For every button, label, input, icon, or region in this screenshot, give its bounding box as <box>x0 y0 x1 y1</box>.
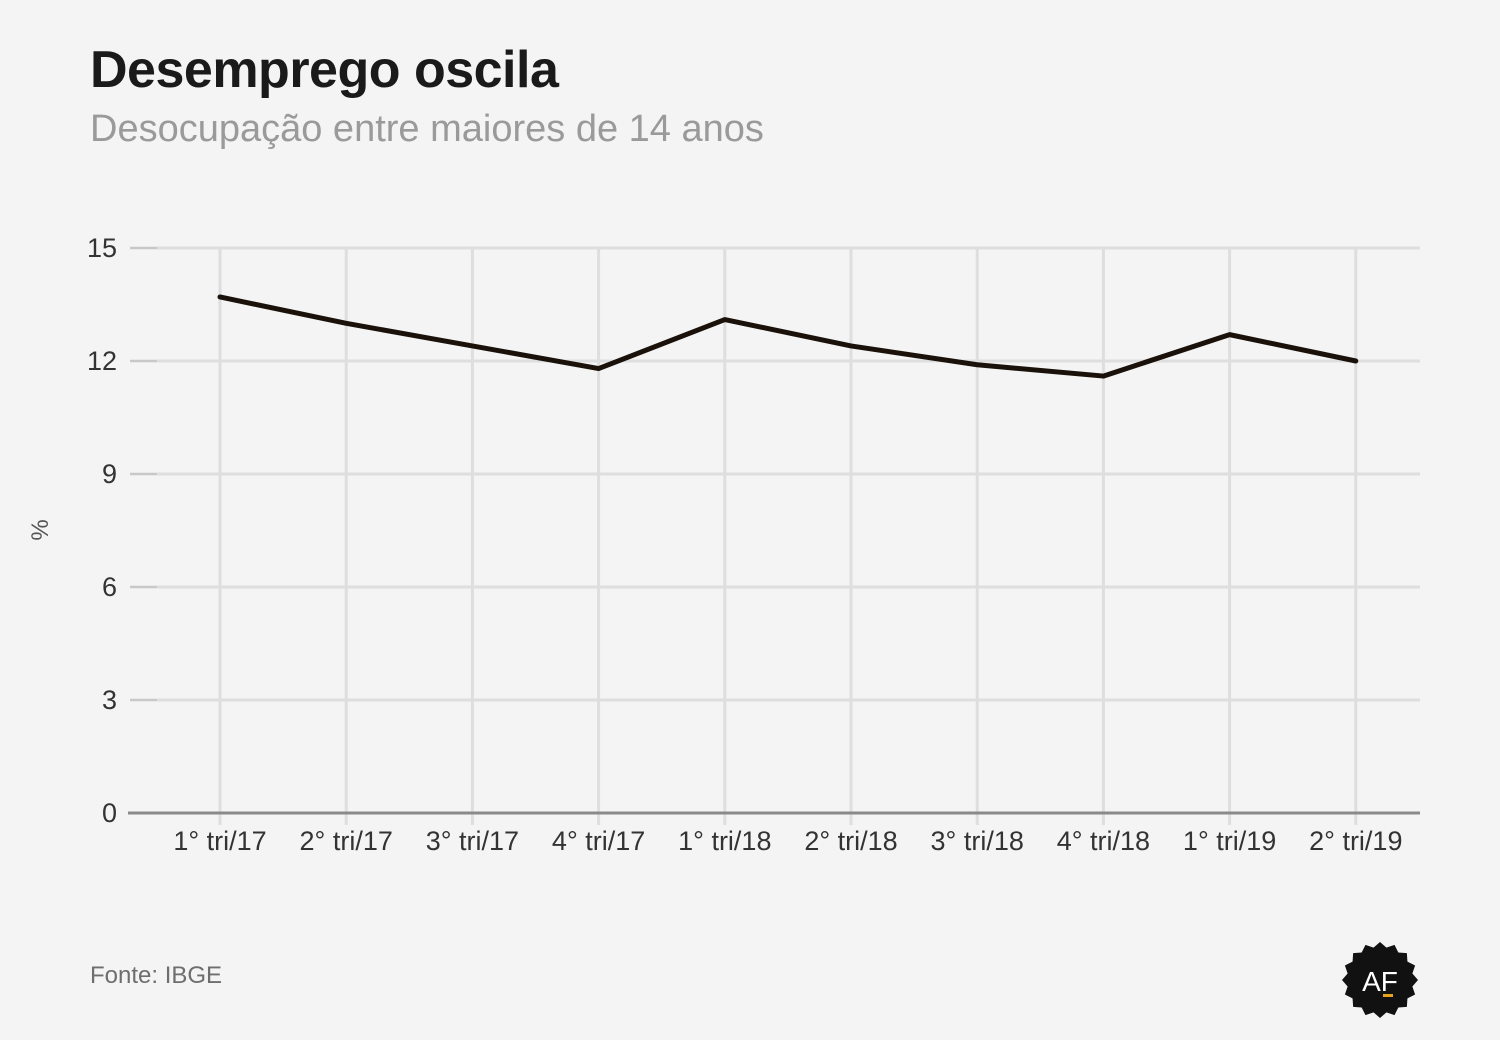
x-tick-label: 2° tri/18 <box>804 826 897 856</box>
axes: 0 3 6 9 12 15 1° tri/17 2° tri/17 3° tri/17 4° tr… <box>87 233 1420 856</box>
x-tick-label: 1° tri/19 <box>1183 826 1276 856</box>
y-tick-label: 12 <box>87 346 117 376</box>
logo-text: AF <box>1362 966 1398 997</box>
x-tick-label: 1° tri/17 <box>173 826 266 856</box>
series-line <box>217 294 1359 379</box>
x-tick-label: 3° tri/18 <box>931 826 1024 856</box>
y-tick-label: 3 <box>102 685 117 715</box>
y-axis-label: % <box>27 519 54 540</box>
x-tick-label: 2° tri/19 <box>1309 826 1402 856</box>
chart-subtitle: Desocupação entre maiores de 14 anos <box>90 108 764 150</box>
y-tick-label: 0 <box>102 798 117 828</box>
chart-title: Desemprego oscila <box>90 41 559 99</box>
y-tick-label: 15 <box>87 233 117 263</box>
x-tick-label: 2° tri/17 <box>300 826 393 856</box>
x-tick-label: 1° tri/18 <box>678 826 771 856</box>
source-note: Fonte: IBGE <box>90 962 223 989</box>
af-badge-icon: AF <box>1340 940 1420 1025</box>
line-chart: 0 3 6 9 12 15 1° tri/17 2° tri/17 3° tri/17 4° tr… <box>27 233 1420 856</box>
x-tick-label: 4° tri/17 <box>552 826 645 856</box>
y-tick-label: 6 <box>102 572 117 602</box>
grid <box>130 246 1420 825</box>
y-tick-label: 9 <box>102 459 117 489</box>
x-tick-label: 3° tri/17 <box>426 826 519 856</box>
series <box>217 294 1359 379</box>
x-tick-label: 4° tri/18 <box>1057 826 1150 856</box>
